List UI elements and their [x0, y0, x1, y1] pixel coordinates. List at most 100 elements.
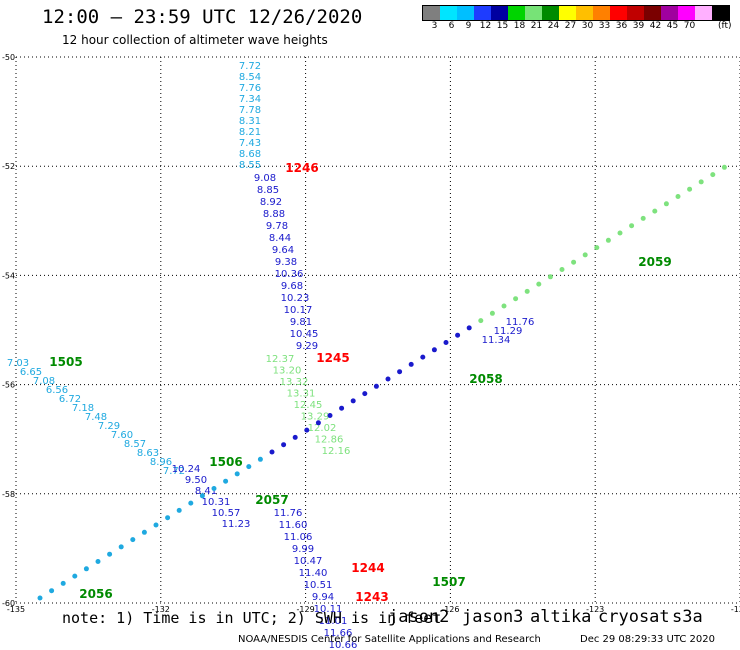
track-point — [397, 369, 403, 375]
axis-labels: -50 -52 -54 -56 -58 -60-135 -132 -129 -126 -123 -1… — [2, 53, 740, 614]
wave-height-value: 10.23 — [281, 293, 310, 304]
lat-label: -60 — [2, 599, 15, 608]
wave-height-value: 6.56 — [46, 385, 68, 396]
legend-label: 15 — [496, 21, 509, 31]
wave-height-value: 9.38 — [275, 257, 297, 268]
legend-label: 70 — [683, 21, 696, 31]
wave-height-value: 13.31 — [287, 389, 316, 400]
wave-height-value: 11.40 — [299, 568, 328, 579]
wave-height-value: 8.21 — [239, 127, 261, 138]
sat-s3a: s3a — [672, 607, 703, 627]
wave-height-value: 7.18 — [72, 403, 94, 414]
wave-height-value: 8.68 — [239, 149, 261, 160]
track-point — [571, 259, 577, 265]
wave-height-value: 12.86 — [315, 435, 344, 446]
wave-height-value: 13.20 — [273, 366, 302, 377]
track-point — [536, 281, 542, 287]
legend-swatch — [508, 6, 525, 20]
lon-label: -135 — [7, 605, 25, 614]
wave-height-value: 9.68 — [281, 281, 303, 292]
legend-label: 24 — [547, 21, 560, 31]
legend-label: 3 — [431, 21, 438, 31]
wave-height-value: 10.57 — [212, 508, 241, 519]
legend-swatch — [542, 6, 559, 20]
pass-label: 1506 — [209, 455, 242, 469]
wave-height-value: 10.31 — [202, 497, 231, 508]
wave-height-value: 10.17 — [284, 305, 313, 316]
legend-swatch — [661, 6, 678, 20]
wave-height-value: 8.55 — [239, 160, 261, 171]
wave-height-tracks: 7.728.547.767.347.788.318.217.438.688.55… — [7, 61, 727, 650]
legend-swatch — [678, 6, 695, 20]
wave-height-value: 11.60 — [279, 520, 308, 531]
track-point — [652, 208, 658, 214]
sat-altika: altika — [530, 607, 592, 627]
track-point — [118, 544, 124, 550]
wave-height-value: 10.24 — [172, 464, 201, 475]
legend-label: 9 — [465, 21, 472, 31]
legend-swatch — [474, 6, 491, 20]
pass-label: 1507 — [432, 575, 465, 589]
wave-height-value: 8.57 — [124, 439, 146, 450]
wave-height-value: 7.60 — [111, 430, 133, 441]
map-grid — [15, 56, 740, 604]
pass-label: 2056 — [79, 587, 112, 601]
pass-label: 2059 — [638, 255, 671, 269]
wave-height-value: 7.08 — [33, 376, 55, 387]
track-point — [710, 172, 716, 178]
legend-swatch — [712, 6, 729, 20]
track-point — [559, 267, 565, 272]
lon-label: -123 — [586, 605, 604, 614]
sat-jason3: jason3 — [462, 607, 524, 627]
track-point — [188, 500, 194, 506]
wave-height-value: 11.23 — [222, 519, 251, 530]
wave-height-value: 7.03 — [7, 358, 29, 369]
lat-label: -56 — [2, 381, 15, 390]
track-point — [37, 595, 43, 601]
legend-label: 12 — [479, 21, 492, 31]
legend-label: 30 — [581, 21, 594, 31]
legend-swatch — [576, 6, 593, 20]
lat-label: -50 — [2, 53, 15, 62]
track-point — [675, 194, 681, 199]
color-scale-legend — [422, 5, 730, 21]
track-point — [60, 580, 66, 586]
legend-label: 27 — [564, 21, 577, 31]
track-point — [373, 383, 379, 389]
legend-swatch — [627, 6, 644, 20]
legend-label: 21 — [530, 21, 543, 31]
track-point — [141, 529, 147, 535]
wave-height-value: 7.72 — [163, 466, 185, 477]
track-point — [385, 376, 391, 382]
wave-height-value: 11.76 — [506, 317, 535, 328]
legend-label: 45 — [666, 21, 679, 31]
lat-label: -52 — [2, 162, 15, 171]
lon-label: -120 — [731, 605, 740, 614]
track-point — [687, 186, 693, 192]
track-point — [489, 310, 495, 316]
legend-label: 18 — [513, 21, 526, 31]
legend-swatch — [525, 6, 542, 20]
track-point — [455, 332, 461, 338]
pass-label: 1505 — [49, 355, 82, 369]
track-point — [199, 493, 205, 499]
legend-swatch — [491, 6, 508, 20]
track-point — [246, 464, 252, 470]
wave-height-value: 8.44 — [269, 233, 291, 244]
color-scale-unit: (ft) — [718, 21, 732, 31]
wave-height-value: 9.78 — [266, 221, 288, 232]
track-point — [49, 588, 55, 594]
color-scale-labels: 3 6 9 12 15 18 21 24 27 30 33 36 39 42 45 70 — [426, 21, 698, 31]
legend-label: 42 — [649, 21, 662, 31]
track-point — [83, 566, 89, 572]
wave-height-value: 7.43 — [239, 138, 261, 149]
wave-height-value: 7.72 — [239, 61, 261, 72]
wave-height-value: 7.34 — [239, 94, 261, 105]
pass-labels: 1246 1245 1244 1243 1505 1506 1507 2056 2057 2058… — [49, 161, 671, 604]
wave-height-value: 7.29 — [98, 421, 120, 432]
legend-label: 33 — [598, 21, 611, 31]
track-point — [605, 237, 611, 243]
track-point — [501, 303, 507, 309]
pass-label: 1246 — [285, 161, 318, 175]
track-point — [315, 420, 321, 426]
